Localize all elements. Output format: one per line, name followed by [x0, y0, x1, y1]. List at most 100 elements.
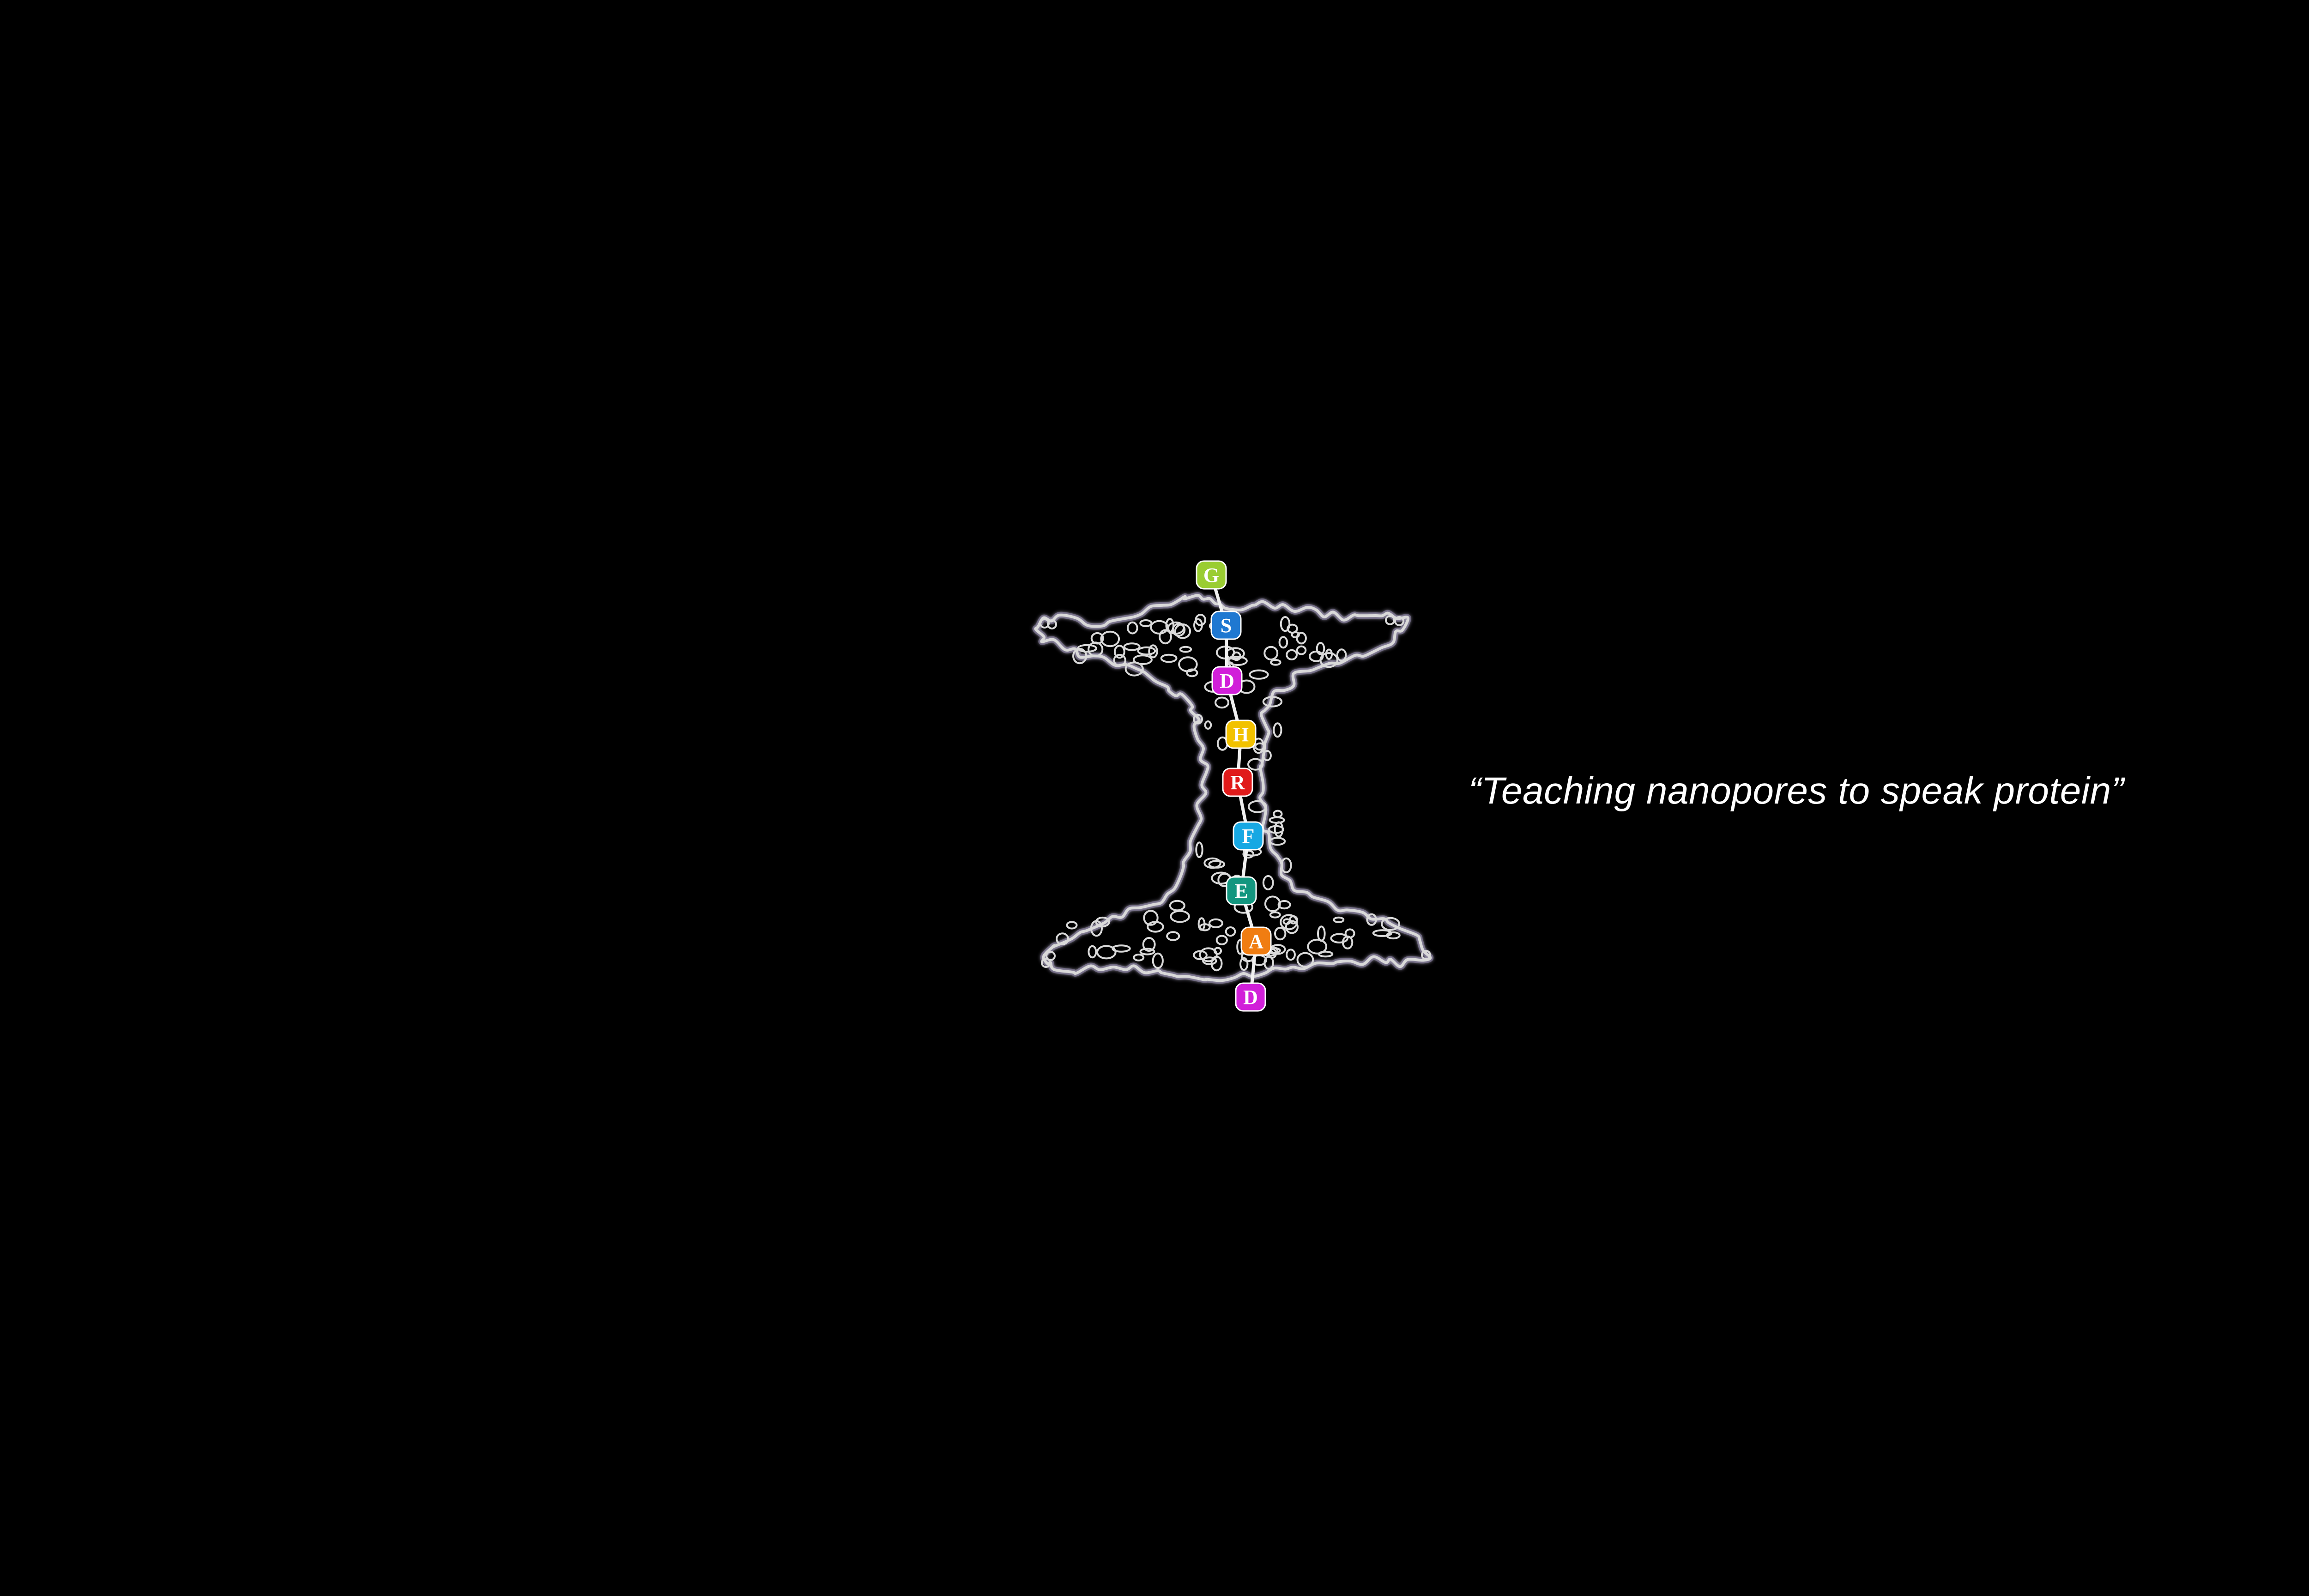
- pore-surface-blob: [1215, 935, 1228, 945]
- pore-surface-blob: [1137, 646, 1156, 656]
- pore-surface-blob: [1139, 619, 1153, 627]
- residue-letter: D: [1243, 986, 1258, 1009]
- pore-surface-blob: [1056, 932, 1070, 945]
- pore-surface-blob: [1296, 645, 1307, 655]
- residue-letter: A: [1249, 930, 1263, 953]
- pore-surface-blob: [1247, 758, 1264, 771]
- residue-letter: R: [1230, 771, 1245, 794]
- pore-surface-blob: [1199, 947, 1218, 962]
- pore-surface-blob: [1208, 918, 1223, 928]
- pore-surface-blob: [1385, 615, 1395, 625]
- caption-text: “Teaching nanopores to speak protein”: [1469, 770, 2124, 812]
- residue-badge: [1225, 719, 1257, 749]
- residue-a: A: [1240, 926, 1272, 956]
- residue-d: D: [1211, 666, 1243, 695]
- pore-surface-blob: [1366, 913, 1377, 926]
- pore-surface-blob: [1282, 918, 1291, 925]
- pore-surface-blob: [1270, 659, 1281, 666]
- pore-surface-blob: [1150, 620, 1169, 635]
- residue-badge: [1211, 666, 1243, 695]
- pore-surface-blob: [1307, 938, 1328, 955]
- residue-letter: G: [1203, 564, 1219, 586]
- pore-surface-blob: [1296, 952, 1314, 968]
- pore-surface-blob: [1227, 656, 1248, 666]
- pore-surface-blob: [1096, 945, 1117, 960]
- pore-surface-blob: [1277, 900, 1291, 910]
- pore-surface-blob: [1330, 933, 1348, 943]
- residue-badge: [1210, 611, 1242, 640]
- pore-surface-blob: [1159, 629, 1172, 645]
- pore-surface-blob: [1249, 669, 1269, 680]
- pore-surface-blob: [1386, 931, 1401, 940]
- pore-surface-blob: [1264, 895, 1281, 912]
- pore-surface-blob: [1112, 944, 1131, 953]
- pore-surface-blob: [1170, 910, 1190, 923]
- pore-surface-blob: [1317, 925, 1326, 942]
- pore-surface-blob: [1381, 917, 1400, 931]
- pore-surface-blob: [1280, 857, 1292, 873]
- pore-surface-blob: [1273, 810, 1283, 818]
- pore-surface-blob: [1143, 910, 1159, 926]
- pore-surface-blob: [1142, 937, 1156, 952]
- pore-surface-blob: [1262, 696, 1283, 707]
- pore-surface-blob: [1286, 649, 1298, 661]
- pore-surface-blob: [1041, 958, 1051, 968]
- pore-surface-blob: [1262, 875, 1274, 890]
- pore-surface-blob: [1179, 646, 1192, 653]
- pore-surface-blob: [1046, 951, 1056, 961]
- pore-surface-blob: [1166, 931, 1180, 941]
- pore-surface-blob: [1088, 945, 1097, 959]
- pore-surface-blob: [1100, 630, 1120, 647]
- pore-surface-blob: [1127, 621, 1138, 635]
- residue-h: H: [1225, 719, 1257, 749]
- pore-surface-blob: [1274, 926, 1287, 941]
- pore-surface-blob: [1139, 948, 1155, 955]
- pore-surface-blob: [1113, 653, 1126, 667]
- pore-surface-blob: [1232, 651, 1241, 661]
- pore-surface-blob: [1316, 642, 1325, 655]
- pore-surface-blob: [1066, 921, 1078, 930]
- residue-e: E: [1226, 876, 1257, 906]
- pore-surface-blob: [1342, 935, 1354, 949]
- residue-badge: [1233, 821, 1264, 851]
- residue-d: D: [1235, 982, 1266, 1012]
- pore-surface-blob: [1280, 616, 1291, 632]
- residue-f: F: [1233, 821, 1264, 851]
- pore-surface-blob: [1197, 917, 1206, 931]
- pore-surface-blob: [1274, 821, 1284, 838]
- pore-surface-blob: [1262, 750, 1272, 762]
- residue-letter: S: [1221, 614, 1232, 637]
- residue-badge: [1196, 560, 1227, 590]
- pore-surface-blob: [1090, 632, 1104, 645]
- pore-surface-blob: [1225, 926, 1236, 937]
- pore-surface-blob: [1333, 916, 1345, 923]
- pore-surface-blob: [1263, 646, 1279, 661]
- pore-surface-blob: [1047, 619, 1057, 629]
- pore-surface-blob: [1269, 816, 1285, 824]
- pore-surface-blob: [1178, 656, 1198, 672]
- pore-surface-blob: [1242, 850, 1255, 859]
- residue-badge: [1240, 926, 1272, 956]
- pore-surface-blob: [1280, 914, 1298, 931]
- pore-surface-blob: [1325, 648, 1333, 660]
- residue-badge: [1226, 876, 1257, 906]
- pore-surface-blob: [1285, 920, 1299, 934]
- peptide-residues: G S D H R F E A D: [1196, 560, 1272, 1012]
- pore-surface-blob: [1269, 837, 1286, 846]
- pore-surface-blob: [1394, 616, 1404, 626]
- pore-surface-blob: [1152, 952, 1164, 969]
- pore-surface-blob: [1254, 742, 1266, 751]
- pore-surface-blob: [1160, 653, 1178, 663]
- pore-surface-blob: [1273, 722, 1282, 738]
- residue-badge: [1235, 982, 1266, 1012]
- pore-surface-blob: [1203, 857, 1221, 869]
- pore-surface-blob: [1215, 696, 1229, 709]
- pore-surface-blob: [1239, 957, 1249, 971]
- residue-letter: H: [1233, 723, 1249, 746]
- pore-surface-blob: [1195, 841, 1203, 858]
- pore-surface-blob: [1193, 713, 1203, 725]
- pore-surface-blob: [1133, 954, 1145, 961]
- residue-letter: D: [1220, 670, 1234, 692]
